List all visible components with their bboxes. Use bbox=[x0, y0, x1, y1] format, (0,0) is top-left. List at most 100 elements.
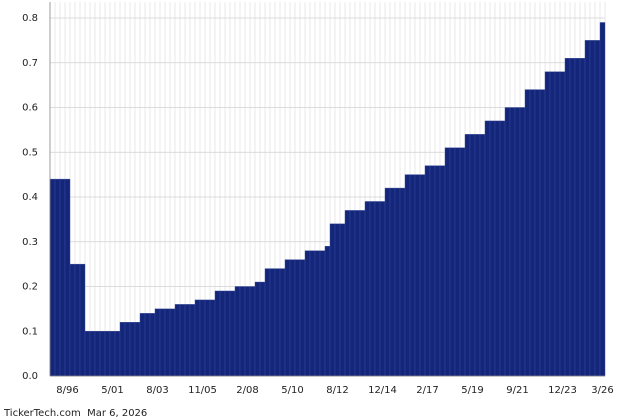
x-tick-label: 5/01 bbox=[101, 385, 123, 396]
bar bbox=[164, 308, 171, 377]
y-tick-label: 0.8 bbox=[22, 13, 38, 24]
bar bbox=[299, 259, 306, 377]
bar bbox=[564, 58, 571, 377]
bar bbox=[244, 286, 251, 377]
bar bbox=[309, 250, 316, 377]
bar bbox=[584, 40, 591, 377]
bar bbox=[319, 250, 326, 377]
bar bbox=[354, 210, 361, 377]
bar bbox=[219, 290, 226, 377]
bar bbox=[424, 165, 431, 377]
x-tick-label: 8/96 bbox=[56, 385, 78, 396]
bar bbox=[129, 322, 136, 377]
bar bbox=[64, 178, 71, 377]
bar bbox=[534, 89, 541, 377]
bar bbox=[404, 174, 411, 377]
bar bbox=[449, 147, 456, 377]
bar bbox=[479, 134, 486, 377]
bar bbox=[334, 223, 341, 377]
y-tick-label: 0.7 bbox=[22, 58, 38, 69]
bar bbox=[234, 286, 241, 377]
bar bbox=[189, 304, 196, 377]
bar bbox=[169, 308, 176, 377]
bar bbox=[389, 187, 396, 377]
bar bbox=[109, 331, 116, 377]
bar bbox=[519, 107, 526, 377]
bar bbox=[94, 331, 101, 377]
bar bbox=[314, 250, 321, 377]
bar bbox=[384, 187, 391, 377]
bar bbox=[369, 201, 376, 377]
bar bbox=[509, 107, 516, 377]
bar bbox=[339, 223, 346, 377]
bar bbox=[84, 331, 91, 377]
bar bbox=[79, 263, 86, 377]
bar bbox=[494, 120, 501, 377]
bar bbox=[574, 58, 581, 377]
bar bbox=[559, 71, 566, 377]
x-tick-label: 8/03 bbox=[146, 385, 168, 396]
y-tick-label: 0.1 bbox=[22, 326, 38, 337]
y-tick-label: 0.2 bbox=[22, 282, 38, 293]
bar bbox=[514, 107, 521, 377]
bar bbox=[159, 308, 166, 377]
bar bbox=[434, 165, 441, 377]
bar bbox=[134, 322, 141, 377]
bar bbox=[324, 246, 331, 377]
x-tick-label: 12/14 bbox=[368, 385, 397, 396]
bar bbox=[204, 299, 211, 377]
bar bbox=[524, 89, 531, 377]
bar bbox=[199, 299, 206, 377]
bar bbox=[209, 299, 216, 377]
bar bbox=[149, 313, 156, 377]
bar bbox=[439, 165, 446, 377]
bar bbox=[119, 322, 126, 377]
bar bbox=[49, 178, 56, 377]
x-tick-label: 9/21 bbox=[506, 385, 528, 396]
bar bbox=[459, 147, 466, 377]
bar bbox=[489, 120, 496, 377]
bar bbox=[329, 223, 336, 377]
bar bbox=[454, 147, 461, 377]
bar bbox=[544, 71, 551, 377]
bar bbox=[394, 187, 401, 377]
bar bbox=[229, 290, 236, 377]
bar bbox=[379, 201, 386, 377]
bar bbox=[274, 268, 281, 377]
bar bbox=[269, 268, 276, 377]
bar bbox=[74, 263, 81, 377]
bar bbox=[569, 58, 576, 377]
x-tick-label: 5/10 bbox=[281, 385, 303, 396]
x-tick-label: 5/19 bbox=[461, 385, 483, 396]
bar bbox=[364, 201, 371, 377]
y-tick-label: 0.6 bbox=[22, 103, 38, 114]
bar bbox=[419, 174, 426, 377]
bar bbox=[114, 331, 121, 377]
bar bbox=[589, 40, 596, 377]
bar bbox=[599, 22, 606, 377]
bar bbox=[349, 210, 356, 377]
bar bbox=[154, 308, 161, 377]
bar bbox=[194, 299, 201, 377]
bar bbox=[474, 134, 481, 377]
x-tick-label: 3/26 bbox=[591, 385, 613, 396]
bar bbox=[54, 178, 61, 377]
bar bbox=[289, 259, 296, 377]
bar bbox=[179, 304, 186, 377]
bar bbox=[264, 268, 271, 377]
y-tick-label: 0.0 bbox=[22, 371, 38, 382]
bar bbox=[549, 71, 556, 377]
bar bbox=[89, 331, 96, 377]
bar bbox=[104, 331, 111, 377]
bar bbox=[399, 187, 406, 377]
bar bbox=[409, 174, 416, 377]
bar bbox=[69, 263, 76, 377]
bar bbox=[124, 322, 131, 377]
x-tick-label: 2/08 bbox=[236, 385, 258, 396]
bar bbox=[294, 259, 301, 377]
x-tick-label: 2/17 bbox=[416, 385, 438, 396]
bar bbox=[554, 71, 561, 377]
bar bbox=[254, 281, 261, 377]
x-tick-label: 11/05 bbox=[188, 385, 217, 396]
bar bbox=[224, 290, 231, 377]
